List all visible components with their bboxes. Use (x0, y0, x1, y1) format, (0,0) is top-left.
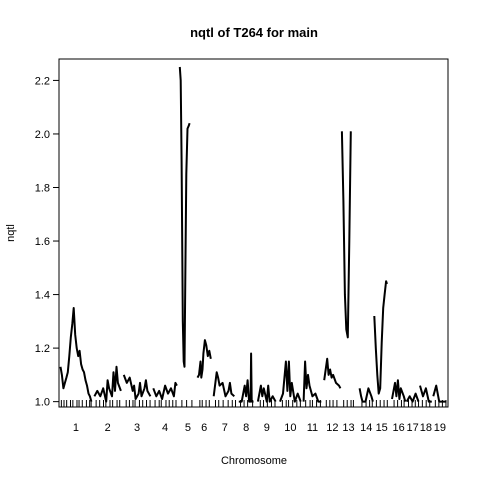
y-tick-label: 1.8 (35, 182, 50, 194)
chromosome-19-line (432, 384, 447, 403)
chromosome-16-line (391, 379, 407, 402)
plot-frame (58, 58, 449, 408)
chromosome-1-line (59, 307, 93, 402)
y-tick-label: 1.6 (35, 236, 50, 248)
chromosome-17-line (405, 392, 420, 403)
chromosome-label: 12 (326, 422, 338, 434)
chromosome-13-line (340, 131, 352, 339)
chromosome-2-line (93, 365, 122, 403)
chromosome-label: 3 (134, 422, 140, 434)
chromosome-label: 13 (342, 422, 354, 434)
chromosome-label: 14 (360, 422, 372, 434)
chromosome-label: 7 (222, 422, 228, 434)
chromosome-18-line (419, 385, 432, 403)
chromosome-12-line (323, 357, 342, 389)
y-axis: 1.0 1.2 1.4 1.6 1.8 2.0 2.2 (35, 75, 59, 409)
chromosome-label: 5 (185, 422, 191, 434)
x-axis: 1 2 3 4 5 6 7 8 9 10 11 12 13 14 15 16 17 18 19 (73, 422, 446, 434)
y-tick-label: 2.0 (35, 129, 50, 141)
chromosome-7-line (212, 371, 235, 398)
chromosome-14-line (358, 387, 374, 403)
chromosome-label: 19 (434, 422, 446, 434)
chromosome-label: 4 (162, 422, 168, 434)
chromosome-label: 9 (264, 422, 270, 434)
chromosome-11-line (302, 360, 322, 403)
chromosome-5-line (178, 66, 191, 368)
chromosome-15-line (373, 280, 388, 395)
chromosome-3-line (122, 374, 152, 400)
chromosome-10-line (279, 360, 302, 403)
chromosome-label: 11 (307, 422, 318, 434)
chromosome-8-line (238, 352, 254, 403)
marker-rug (60, 400, 447, 407)
chromosome-6-line (196, 339, 212, 379)
chromosome-label: 15 (376, 422, 388, 434)
chromosome-9-line (256, 384, 277, 403)
y-tick-label: 1.4 (35, 290, 50, 302)
chromosome-label: 6 (201, 422, 207, 434)
chromosome-label: 17 (407, 422, 419, 434)
chromosome-label: 8 (243, 422, 249, 434)
y-tick-label: 2.2 (35, 75, 50, 87)
x-axis-label: Chromosome (221, 455, 287, 467)
y-tick-label: 1.0 (35, 397, 50, 409)
y-axis-label: nqtl (5, 224, 17, 242)
chromosome-lines (59, 66, 447, 403)
y-tick-label: 1.2 (35, 343, 50, 355)
chromosome-4-line (152, 381, 178, 400)
chromosome-label: 1 (73, 422, 79, 434)
chromosome-label: 2 (105, 422, 111, 434)
chart-title: nqtl of T264 for main (190, 25, 318, 40)
chromosome-label: 18 (420, 422, 432, 434)
chromosome-label: 16 (393, 422, 405, 434)
chromosome-label: 10 (284, 422, 296, 434)
